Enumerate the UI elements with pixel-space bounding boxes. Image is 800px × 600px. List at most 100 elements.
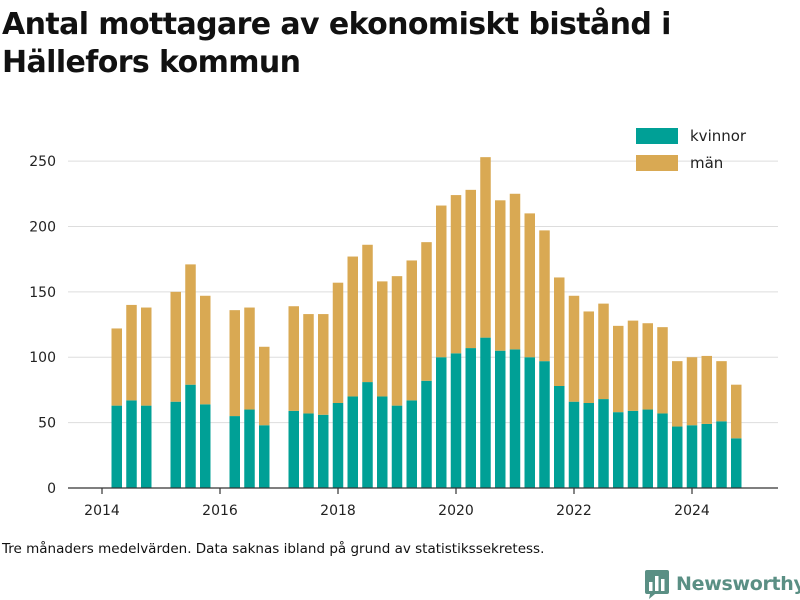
bar-chart-logo-icon [645,570,669,599]
bar-kvinnor [391,405,403,488]
bar-kvinnor [200,404,211,488]
bar-män [406,260,417,401]
bar-män [672,361,683,427]
bar-män [568,295,580,402]
bar-kvinnor [318,414,329,488]
bar-män [465,189,476,349]
bar-kvinnor [421,380,432,488]
bar-män [686,357,698,426]
bar-kvinnor [465,348,476,488]
bar-män [170,291,181,402]
bar-män [716,361,727,422]
bar-kvinnor [244,409,255,488]
bar-män [200,295,211,405]
bar-kvinnor [731,438,742,488]
bar-kvinnor [686,425,698,488]
bars [111,157,742,488]
bar-män [377,281,388,397]
legend-swatch-kvinnor [636,128,678,144]
y-tick-label: 0 [47,481,56,497]
bar-män [229,310,240,417]
bar-män [347,256,358,397]
bar-kvinnor [539,361,550,488]
y-tick-label: 200 [29,219,56,235]
y-tick-label: 50 [38,416,56,432]
bar-män [111,328,122,406]
bar-män [436,205,447,358]
bar-kvinnor [377,396,388,488]
bar-kvinnor [229,416,240,488]
bar-män [141,307,152,406]
bar-kvinnor [332,403,344,488]
bar-män [509,193,521,350]
bar-män [613,325,624,413]
bar-män [126,304,137,401]
bar-kvinnor [657,413,668,488]
axes: 0 50 100 150 200 250 2014 2016 2018 2020 2022 2024 [29,154,778,519]
bar-män [332,282,344,403]
bar-kvinnor [170,401,181,488]
bar-män [657,327,668,414]
bar-män [303,314,314,414]
bar-kvinnor [627,410,639,488]
bar-män [495,200,506,351]
bar-kvinnor [450,353,462,488]
bar-kvinnor [554,386,565,488]
bar-män [480,157,491,338]
x-tick-label: 2022 [556,503,592,519]
bar-män [554,277,565,386]
bar-kvinnor [126,400,137,488]
bar-kvinnor [598,399,609,488]
bar-kvinnor [185,384,196,488]
bar-män [701,355,712,424]
bar-män [450,195,462,354]
x-tick-label: 2020 [438,503,474,519]
bar-kvinnor [583,403,594,488]
y-tick-label: 100 [29,350,56,366]
footnote: Tre månaders medelvärden. Data saknas ib… [2,541,545,557]
bar-kvinnor [362,382,373,488]
bar-män [318,314,329,415]
bar-män [642,323,653,410]
legend-swatch-män [636,155,678,171]
bar-kvinnor [111,405,122,488]
bar-kvinnor [642,409,653,488]
bar-kvinnor [716,421,727,488]
bar-män [421,242,432,381]
x-tick-label: 2024 [674,503,710,519]
bar-män [598,303,609,400]
y-tick-label: 150 [29,285,56,301]
x-tick-label: 2014 [84,503,120,519]
chart-title: Antal mottagare av ekonomiskt bistånd i … [2,7,671,80]
bar-kvinnor [288,410,299,488]
bar-kvinnor [509,349,521,488]
brand-name: Newsworthy [676,573,800,595]
bar-män [185,264,196,385]
legend: kvinnor män [636,127,747,172]
bar-kvinnor [568,401,580,488]
bar-män [259,346,270,426]
bar-kvinnor [303,413,314,488]
bar-kvinnor [141,405,152,488]
bar-män [583,311,594,403]
x-tick-label: 2018 [320,503,356,519]
y-tick-label: 250 [29,154,56,170]
legend-label-män: män [690,154,723,172]
bar-män [539,230,550,362]
bar-kvinnor [495,350,506,488]
bar-kvinnor [613,412,624,488]
bar-män [244,307,255,410]
bar-män [288,306,299,411]
bar-kvinnor [672,426,683,488]
bar-kvinnor [347,396,358,488]
bar-män [731,384,742,439]
bar-kvinnor [701,423,712,488]
bar-kvinnor [259,425,270,488]
bar-män [362,244,373,383]
newsworthy-logo: Newsworthy [644,569,800,599]
bar-kvinnor [524,357,535,488]
bar-män [627,320,639,411]
bar-män [524,213,535,358]
bar-kvinnor [480,337,491,488]
